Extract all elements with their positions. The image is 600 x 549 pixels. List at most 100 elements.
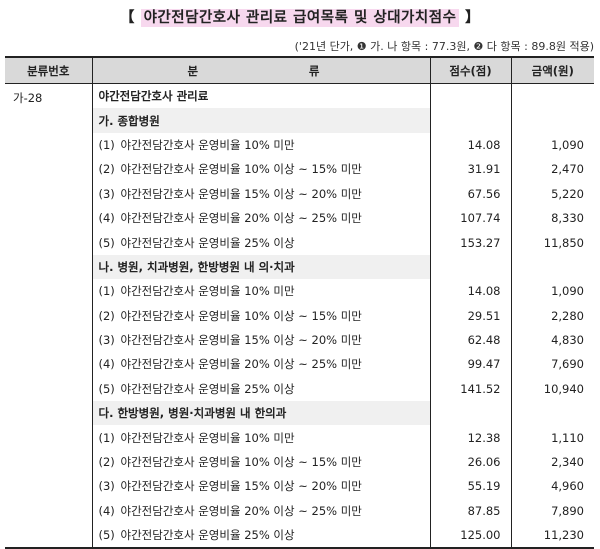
table-row: (1) 야간전담간호사 운영비율 10% 미만 14.08 1,090 <box>5 279 594 304</box>
amount-value: 2,340 <box>551 455 584 470</box>
table-row: (5) 야간전담간호사 운영비율 25% 이상 153.27 11,850 <box>5 230 594 255</box>
item-cell: (5) 야간전담간호사 운영비율 25% 이상 <box>92 376 431 402</box>
section-label: 다. 한방병원, 병원·치과병원 내 한의과 <box>92 401 431 426</box>
section-row: 나. 병원, 치과병원, 한방병원 내 의·치과 <box>5 254 594 280</box>
score-value: 62.48 <box>430 327 512 353</box>
item-number: (3) <box>98 333 115 348</box>
score-value: 99.47 <box>430 352 512 377</box>
amount-value: 8,330 <box>551 211 584 226</box>
score-value: 29.51 <box>430 303 512 328</box>
section-row: 다. 한방병원, 병원·치과병원 내 한의과 <box>5 401 594 426</box>
table-row: (2) 야간전담간호사 운영비율 10% 이상 ~ 15% 미만 26.06 2,34… <box>5 449 594 475</box>
score-value: 14.08 <box>430 279 512 304</box>
amount-cell <box>511 108 594 132</box>
fee-table: 분류번호 분 류 점수(점) 금액(원) 가-28 야간전담간호사 관리료 가.… <box>5 56 594 549</box>
amount-cell <box>511 84 594 109</box>
header-code: 분류번호 <box>5 56 93 84</box>
item-number: (3) <box>98 479 115 494</box>
amount-value: 5,220 <box>551 186 584 201</box>
amount-value: 1,110 <box>551 430 584 445</box>
score-value: 87.85 <box>430 498 512 524</box>
score-value: 107.74 <box>430 205 512 231</box>
item-cell: (5) 야간전담간호사 운영비율 25% 이상 <box>92 230 431 255</box>
score-value: 26.06 <box>430 449 512 475</box>
item-cell: (1) 야간전담간호사 운영비율 10% 미만 <box>92 279 431 304</box>
score-value: 12.38 <box>430 425 512 450</box>
amount-value: 11,230 <box>511 523 594 549</box>
item-label: 야간전담간호사 운영비율 10% 이상 ~ 15% 미만 <box>120 308 362 323</box>
score-value: 55.19 <box>430 474 512 499</box>
item-number: (1) <box>98 137 115 152</box>
document-title: 【 야간전담간호사 관리료 급여목록 및 상대가치점수 】 <box>0 6 600 27</box>
table-row: (5) 야간전담간호사 운영비율 25% 이상 141.52 10,940 <box>5 376 594 402</box>
item-label: 야간전담간호사 운영비율 20% 이상 ~ 25% 미만 <box>120 211 362 226</box>
item-label: 야간전담간호사 운영비율 10% 미만 <box>120 137 295 152</box>
item-number: (1) <box>98 284 115 299</box>
title-open-bracket: 【 <box>120 10 141 26</box>
item-label: 야간전담간호사 운영비율 10% 이상 ~ 15% 미만 <box>120 162 362 177</box>
item-cell: (1) 야간전담간호사 운영비율 10% 미만 <box>92 425 431 450</box>
score-cell <box>430 401 512 426</box>
score-value: 67.56 <box>430 181 512 206</box>
item-cell: (3) 야간전담간호사 운영비율 15% 이상 ~ 20% 미만 <box>92 474 431 499</box>
header-amount: 금액(원) <box>511 56 594 84</box>
table-row: (4) 야간전담간호사 운영비율 20% 이상 ~ 25% 미만 107.74 8,3… <box>5 205 594 231</box>
score-value: 125.00 <box>430 523 512 549</box>
item-number: (3) <box>98 186 115 201</box>
header-item-a: 분 <box>187 63 199 78</box>
item-label: 야간전담간호사 운영비율 10% 미만 <box>120 430 295 445</box>
amount-value: 2,280 <box>551 308 584 323</box>
item-cell: (2) 야간전담간호사 운영비율 10% 이상 ~ 15% 미만 <box>92 303 431 328</box>
score-cell <box>430 254 512 280</box>
amount-value: 7,890 <box>551 503 584 518</box>
header-item-b: 류 <box>308 63 320 78</box>
amount-value: 4,830 <box>551 333 584 348</box>
table-row: (4) 야간전담간호사 운영비율 20% 이상 ~ 25% 미만 99.47 7,69… <box>5 352 594 377</box>
item-number: (4) <box>98 357 115 372</box>
score-cell <box>430 108 512 133</box>
amount-value: 2,470 <box>551 162 584 177</box>
table-header-row: 분류번호 분 류 점수(점) 금액(원) <box>5 56 594 84</box>
score-value: 141.52 <box>430 376 512 402</box>
amount-value: 10,940 <box>543 381 584 396</box>
item-label: 야간전담간호사 운영비율 20% 이상 ~ 25% 미만 <box>120 357 362 372</box>
item-label: 야간전담간호사 운영비율 20% 이상 ~ 25% 미만 <box>120 503 362 518</box>
item-number: (2) <box>98 308 115 323</box>
item-cell: (3) 야간전담간호사 운영비율 15% 이상 ~ 20% 미만 <box>92 181 431 206</box>
item-number: (2) <box>98 162 115 177</box>
item-cell: (4) 야간전담간호사 운영비율 20% 이상 ~ 25% 미만 <box>92 205 431 231</box>
item-label: 야간전담간호사 운영비율 15% 이상 ~ 20% 미만 <box>120 186 362 201</box>
item-number: (5) <box>98 528 115 543</box>
title-close-bracket: 】 <box>459 10 480 26</box>
item-label: 야간전담간호사 운영비율 10% 미만 <box>120 284 295 299</box>
amount-value: 1,090 <box>551 284 584 299</box>
amount-cell <box>511 255 594 279</box>
item-cell: (5) 야간전담간호사 운영비율 25% 이상 <box>92 523 431 549</box>
section-label: 나. 병원, 치과병원, 한방병원 내 의·치과 <box>92 254 431 280</box>
item-number: (4) <box>98 211 115 226</box>
score-cell <box>430 83 512 109</box>
header-item: 분 류 <box>92 56 431 84</box>
table-row: (1) 야간전담간호사 운영비율 10% 미만 14.08 1,090 <box>5 132 594 158</box>
table-row: (2) 야간전담간호사 운영비율 10% 이상 ~ 15% 미만 31.91 2,47… <box>5 157 594 182</box>
score-value: 14.08 <box>430 132 512 158</box>
item-label: 야간전담간호사 운영비율 10% 이상 ~ 15% 미만 <box>120 455 362 470</box>
item-number: (1) <box>98 430 115 445</box>
item-cell: (2) 야간전담간호사 운영비율 10% 이상 ~ 15% 미만 <box>92 157 431 182</box>
table-row: (2) 야간전담간호사 운영비율 10% 이상 ~ 15% 미만 29.51 2,28… <box>5 303 594 328</box>
score-value: 31.91 <box>430 157 512 182</box>
amount-value: 11,850 <box>543 235 584 250</box>
item-cell: (4) 야간전담간호사 운영비율 20% 이상 ~ 25% 미만 <box>92 352 431 377</box>
main-label: 야간전담간호사 관리료 <box>92 83 431 109</box>
item-number: (2) <box>98 455 115 470</box>
section-label: 가. 종합병원 <box>92 108 431 133</box>
item-cell: (4) 야간전담간호사 운영비율 20% 이상 ~ 25% 미만 <box>92 498 431 524</box>
table-row: (3) 야간전담간호사 운영비율 15% 이상 ~ 20% 미만 55.19 4,96… <box>5 474 594 499</box>
table-row: (5) 야간전담간호사 운영비율 25% 이상 125.00 11,230 <box>5 523 594 549</box>
table-row: (1) 야간전담간호사 운영비율 10% 미만 12.38 1,110 <box>5 425 594 450</box>
item-cell: (1) 야간전담간호사 운영비율 10% 미만 <box>92 132 431 158</box>
item-number: (4) <box>98 503 115 518</box>
price-note: ('21년 단가, ❶ 가. 나 항목 : 77.3원, ❷ 다 항목 : 89… <box>294 40 594 53</box>
amount-value: 1,090 <box>551 137 584 152</box>
table-row: (3) 야간전담간호사 운영비율 15% 이상 ~ 20% 미만 67.56 5,22… <box>5 181 594 206</box>
